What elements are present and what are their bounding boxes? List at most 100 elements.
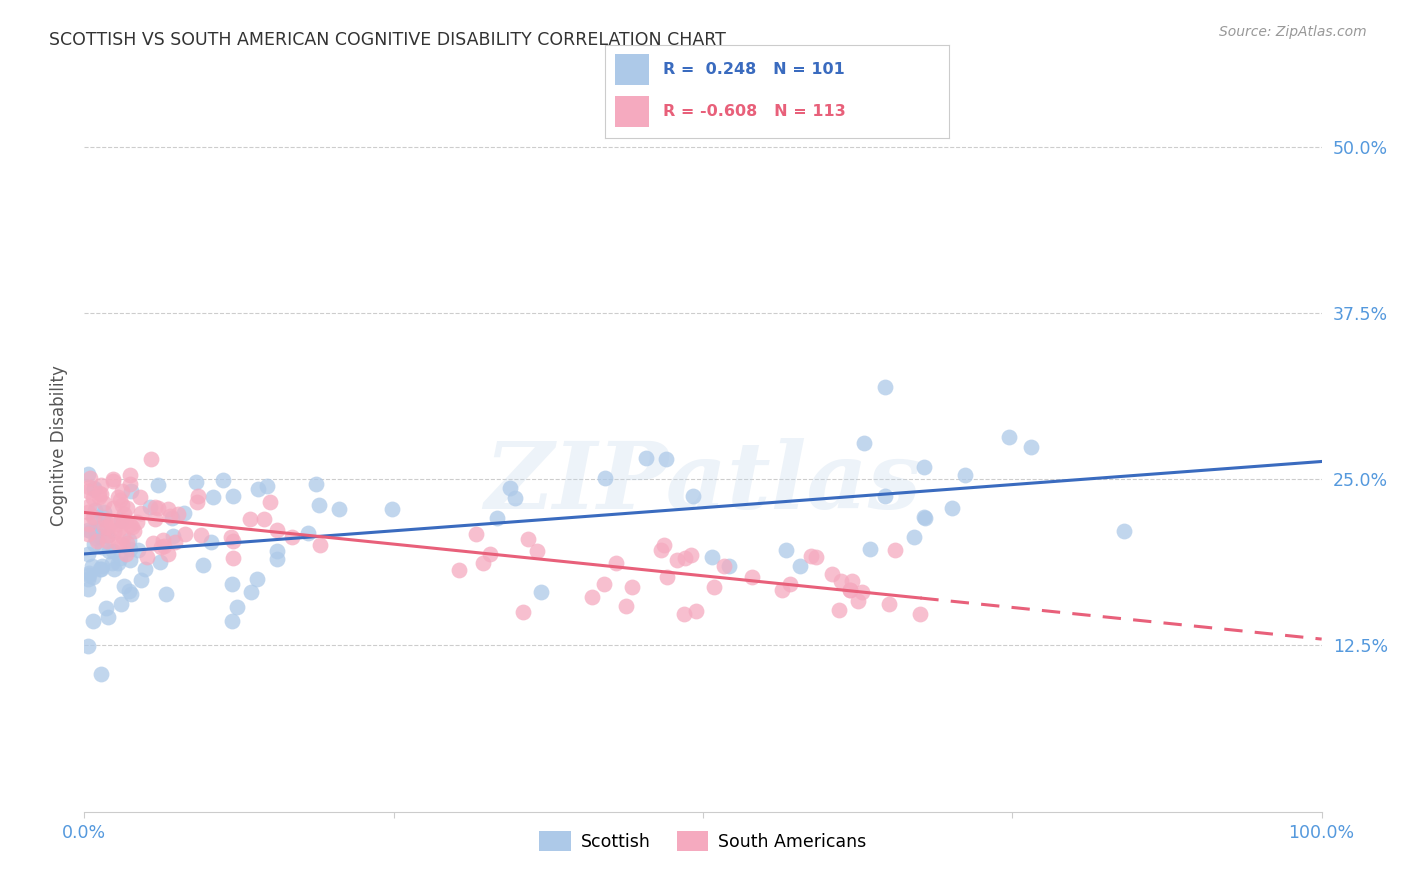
Point — [77, 639, 100, 653]
Point — [120, 518, 142, 533]
Point — [581, 591, 603, 605]
Legend: Scottish, South Americans: Scottish, South Americans — [533, 824, 873, 858]
Point — [157, 501, 180, 516]
Point — [173, 506, 195, 520]
Point — [190, 528, 212, 542]
Point — [685, 604, 707, 618]
Point — [478, 547, 501, 561]
Point — [998, 430, 1021, 444]
Point — [122, 524, 145, 538]
Point — [101, 501, 124, 516]
Point — [673, 551, 696, 566]
Point — [107, 491, 129, 505]
Point — [90, 520, 112, 534]
Point — [526, 544, 548, 558]
Point — [672, 607, 695, 622]
Point — [96, 533, 118, 548]
Point — [650, 542, 672, 557]
Point — [131, 573, 153, 587]
Point — [1021, 440, 1043, 454]
Point — [152, 533, 174, 547]
Point — [703, 580, 725, 594]
Point — [883, 542, 905, 557]
Point — [226, 599, 249, 614]
Point — [253, 512, 276, 526]
Point — [117, 536, 139, 550]
Point — [159, 508, 181, 523]
Point — [77, 499, 100, 513]
Point — [135, 549, 157, 564]
Point — [108, 493, 131, 508]
Point — [162, 529, 184, 543]
Point — [94, 513, 117, 527]
Point — [77, 480, 100, 494]
Point — [91, 559, 114, 574]
Point — [79, 471, 101, 485]
Point — [799, 549, 821, 563]
Point — [145, 500, 167, 514]
Point — [83, 482, 105, 496]
Point — [200, 534, 222, 549]
Point — [77, 523, 100, 537]
Point — [499, 481, 522, 495]
Point — [657, 570, 679, 584]
Point — [877, 597, 900, 611]
Point — [93, 520, 115, 534]
Point — [100, 515, 122, 529]
Point — [77, 582, 100, 596]
Point — [328, 502, 350, 516]
Point — [118, 583, 141, 598]
Point — [304, 477, 326, 491]
Point — [846, 593, 869, 607]
Point — [110, 498, 132, 512]
Point — [155, 587, 177, 601]
Point — [107, 556, 129, 570]
Point — [149, 540, 172, 554]
Point — [77, 516, 100, 531]
Point — [186, 495, 208, 509]
Point — [101, 474, 124, 488]
Point — [90, 562, 112, 576]
Point — [682, 490, 704, 504]
Point — [804, 550, 827, 565]
Point — [266, 552, 288, 566]
Point — [111, 483, 134, 498]
Point — [770, 583, 793, 598]
Point — [222, 533, 245, 548]
Point — [605, 556, 627, 570]
Point — [83, 537, 105, 551]
Point — [941, 500, 963, 515]
Point — [853, 435, 876, 450]
Point — [103, 525, 125, 540]
Point — [873, 380, 896, 394]
Point — [266, 523, 288, 537]
Point — [111, 530, 134, 544]
Point — [84, 503, 107, 517]
Point — [280, 530, 302, 544]
Point — [953, 468, 976, 483]
Point — [700, 549, 723, 564]
Point — [118, 542, 141, 557]
Point — [82, 570, 104, 584]
Point — [82, 615, 104, 629]
Point — [160, 510, 183, 524]
FancyBboxPatch shape — [614, 96, 650, 127]
Point — [105, 517, 128, 532]
Text: R =  0.248   N = 101: R = 0.248 N = 101 — [664, 62, 845, 77]
Point — [77, 568, 100, 582]
Point — [1112, 524, 1135, 538]
Point — [221, 614, 243, 628]
Text: Source: ZipAtlas.com: Source: ZipAtlas.com — [1219, 25, 1367, 39]
Point — [621, 580, 644, 594]
Point — [212, 473, 235, 487]
Point — [80, 524, 103, 538]
Point — [830, 574, 852, 588]
Point — [914, 511, 936, 525]
Point — [97, 544, 120, 558]
Point — [89, 490, 111, 504]
Point — [149, 555, 172, 569]
Point — [90, 478, 112, 492]
Point — [97, 528, 120, 542]
Point — [111, 536, 134, 550]
Point — [142, 535, 165, 549]
